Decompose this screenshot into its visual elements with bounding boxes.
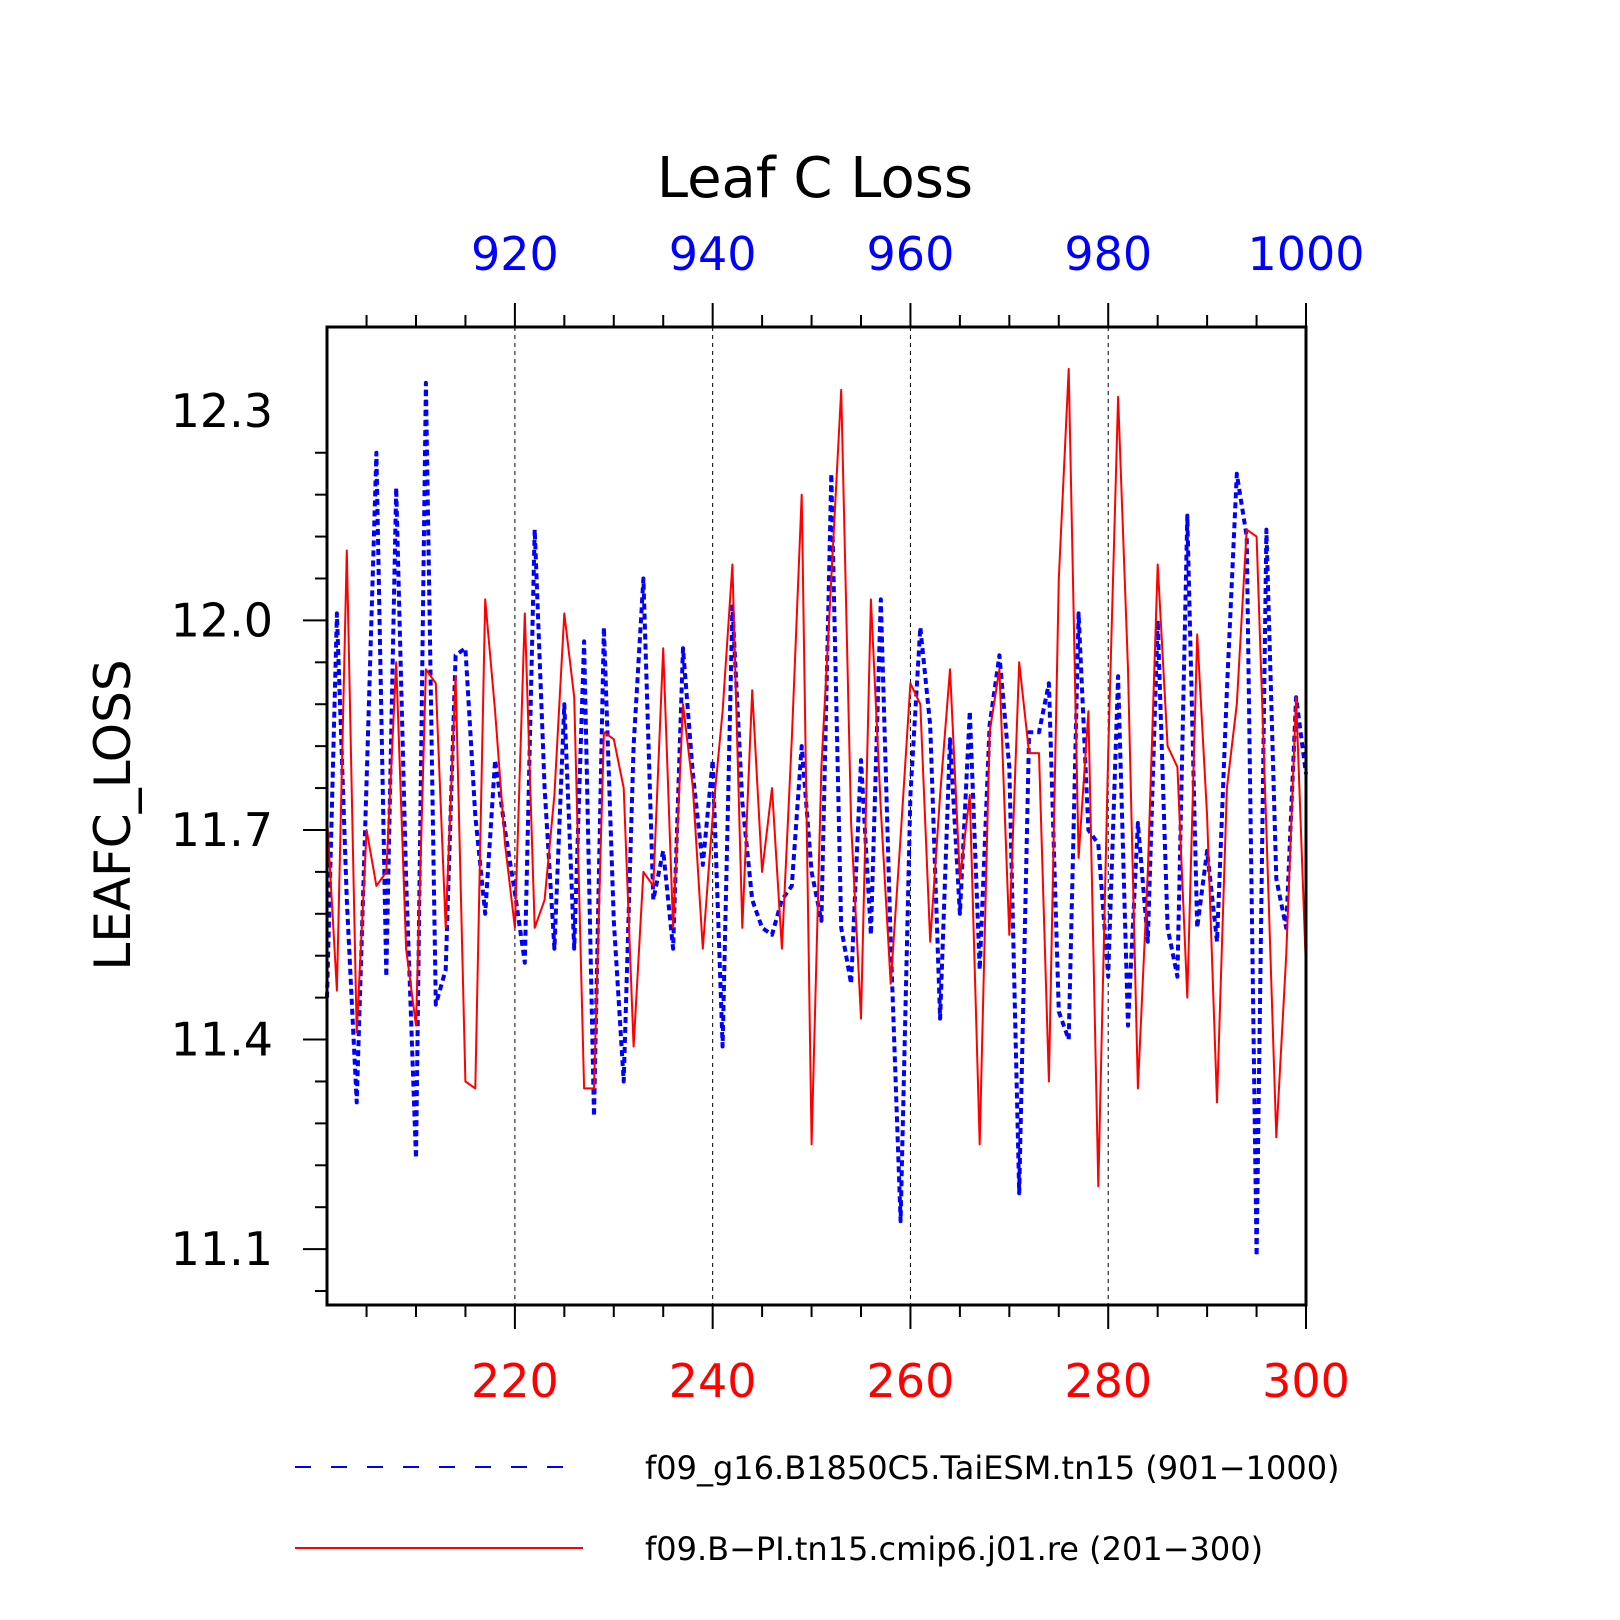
y-axis-label: LEAFC_LOSS bbox=[84, 659, 142, 970]
top-tick-label: 920 bbox=[471, 227, 559, 281]
red-series-line bbox=[326, 367, 1307, 1188]
chart-title: Leaf C Loss bbox=[657, 146, 973, 211]
legend: f09_g16.B1850C5.TaiESM.tn15 (901−1000) f0… bbox=[295, 1449, 1340, 1568]
axis-ticks bbox=[303, 303, 1307, 1329]
series-lines bbox=[325, 367, 1308, 1259]
plot-frame bbox=[325, 325, 1308, 1307]
legend-label: f09_g16.B1850C5.TaiESM.tn15 (901−1000) bbox=[645, 1449, 1340, 1487]
y-tick-label: 11.7 bbox=[171, 803, 273, 857]
y-tick-label: 11.4 bbox=[171, 1013, 273, 1067]
y-tick-label: 12.0 bbox=[171, 593, 273, 647]
top-tick-label: 960 bbox=[867, 227, 955, 281]
top-tick-label: 940 bbox=[669, 227, 757, 281]
bottom-tick-label: 260 bbox=[867, 1354, 955, 1408]
top-tick-label: 980 bbox=[1064, 227, 1152, 281]
y-tick-label: 12.3 bbox=[171, 384, 273, 438]
bottom-tick-label: 300 bbox=[1262, 1354, 1350, 1408]
legend-label: f09.B−PI.tn15.cmip6.j01.re (201−300) bbox=[645, 1530, 1263, 1568]
bottom-tick-label: 280 bbox=[1064, 1354, 1152, 1408]
top-tick-label: 1000 bbox=[1247, 227, 1364, 281]
bottom-tick-label: 240 bbox=[669, 1354, 757, 1408]
axis-tick-labels: 220 240 260 280 300 920 940 960 980 1000 11.1 11.4 1… bbox=[171, 227, 1365, 1408]
bottom-tick-label: 220 bbox=[471, 1354, 559, 1408]
y-tick-label: 11.1 bbox=[171, 1222, 273, 1276]
blue-series-line bbox=[325, 380, 1308, 1259]
